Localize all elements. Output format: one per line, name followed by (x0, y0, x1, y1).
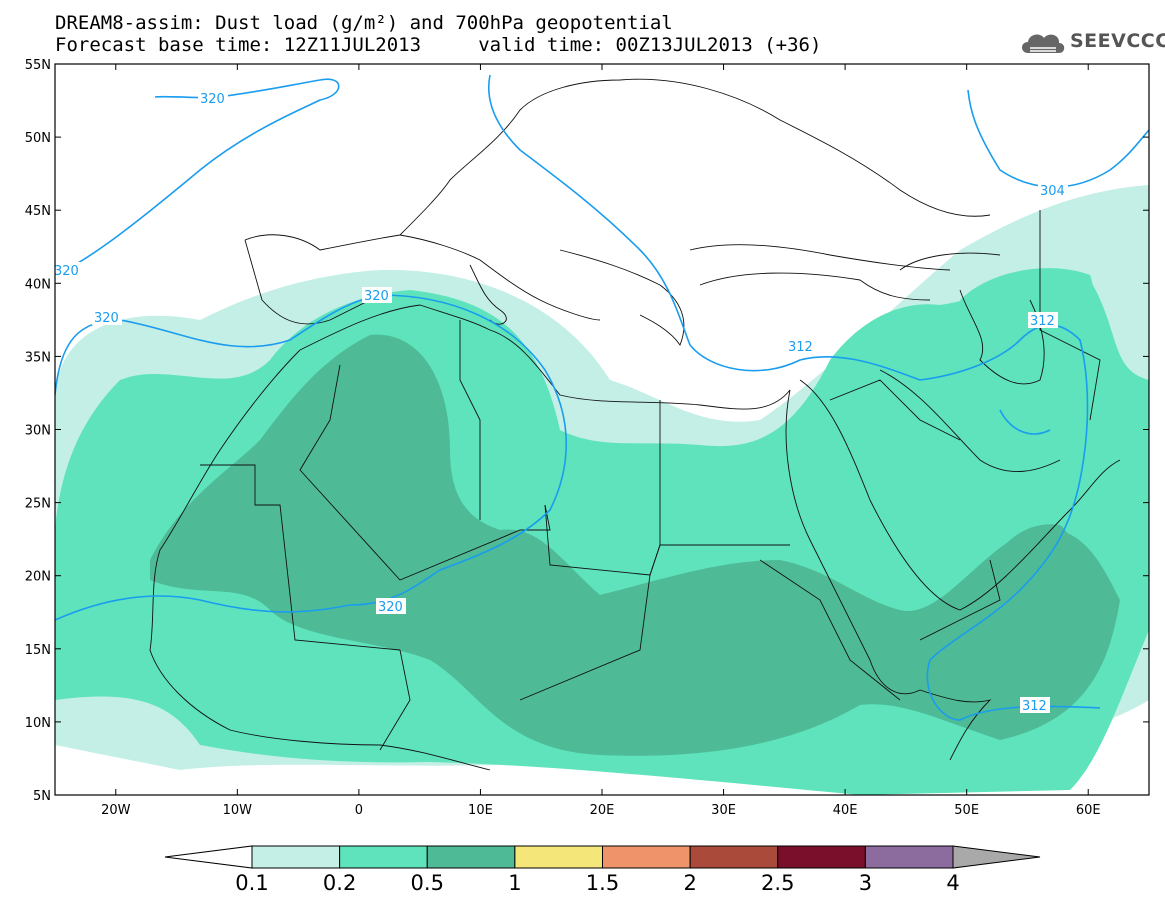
colorbar-label: 0.2 (323, 871, 356, 895)
dust-region-0.5 (150, 334, 1120, 756)
cloud-icon (1022, 34, 1065, 53)
colorbar-swatch (339, 845, 428, 869)
dust-fields (55, 185, 1149, 795)
contour-label: 304 (1040, 184, 1065, 199)
colorbar-label: 1 (508, 871, 521, 895)
colorbar-swatch (864, 845, 954, 869)
dust-region-0.5-east (990, 524, 1073, 604)
colorbar-swatch (602, 845, 691, 869)
lat-tick-label: 40N (25, 277, 51, 292)
lat-tick-label: 5N (33, 789, 51, 804)
lon-tick-label: 40E (833, 803, 858, 818)
lat-tick-label: 25N (25, 497, 51, 512)
colorbar-swatch (777, 845, 866, 869)
colorbar-label: 3 (859, 871, 872, 895)
contour-label: 312 (788, 340, 813, 355)
colorbar-label: 0.5 (411, 871, 444, 895)
contour-label: 312 (1030, 314, 1055, 329)
contour-label: 320 (200, 92, 225, 107)
colorbar-label: 1.5 (586, 871, 619, 895)
logo-text: SEEVCCC (1070, 30, 1165, 52)
lat-tick-label: 10N (25, 716, 51, 731)
lon-tick-label: 20W (101, 803, 131, 818)
colorbar-low-triangle (164, 845, 253, 869)
contour-label: 320 (364, 289, 389, 304)
lon-tick-label: 60E (1076, 803, 1101, 818)
colorbar-label: 2 (683, 871, 696, 895)
colorbar-swatch (426, 845, 516, 869)
colorbar-swatch (251, 845, 341, 869)
lat-tick-label: 55N (25, 58, 51, 73)
coastlines-and-borders (149, 78, 1121, 771)
lon-tick-label: 10W (223, 803, 253, 818)
colorbar-swatch (689, 845, 779, 869)
lat-tick-label: 20N (25, 570, 51, 585)
contour-label: 320 (378, 600, 403, 615)
contour-label: 320 (54, 264, 79, 279)
lat-tick-label: 35N (25, 350, 51, 365)
colorbar: 0.1 0.2 0.5 1 1.5 2 2.5 3 4 (164, 845, 1041, 895)
forecast-time-line: Forecast base time: 12Z11JUL2013 valid t… (55, 34, 822, 56)
colorbar-label: 2.5 (761, 871, 794, 895)
contour-label: 320 (94, 311, 119, 326)
colorbar-label: 4 (946, 871, 959, 895)
contour-labels: 320 320 320 320 320 312 312 312 304 (52, 90, 1068, 714)
seevccc-logo: SEEVCCC (1018, 27, 1165, 59)
lon-tick-label: 0 (355, 803, 363, 818)
dust-region-0.2-caspian (960, 268, 1093, 327)
lon-tick-label: 30E (711, 803, 736, 818)
colorbar-high-triangle (952, 845, 1041, 869)
lat-tick-label: 30N (25, 424, 51, 439)
lat-tick-label: 45N (25, 204, 51, 219)
latitude-axis: 55N 50N 45N 40N 35N 30N 25N 20N 15N 10N 5N (25, 58, 1149, 804)
map-title: DREAM8-assim: Dust load (g/m²) and 700hP… (55, 12, 673, 34)
lon-tick-label: 10E (468, 803, 493, 818)
lat-tick-label: 15N (25, 643, 51, 658)
lon-tick-label: 20E (590, 803, 615, 818)
lon-tick-label: 50E (954, 803, 979, 818)
colorbar-label: 0.1 (235, 871, 268, 895)
lat-tick-label: 50N (25, 131, 51, 146)
longitude-axis: 20W 10W 0 10E 20E 30E 40E 50E 60E (101, 64, 1101, 818)
colorbar-swatch (514, 845, 603, 869)
contour-label: 312 (1022, 699, 1047, 714)
